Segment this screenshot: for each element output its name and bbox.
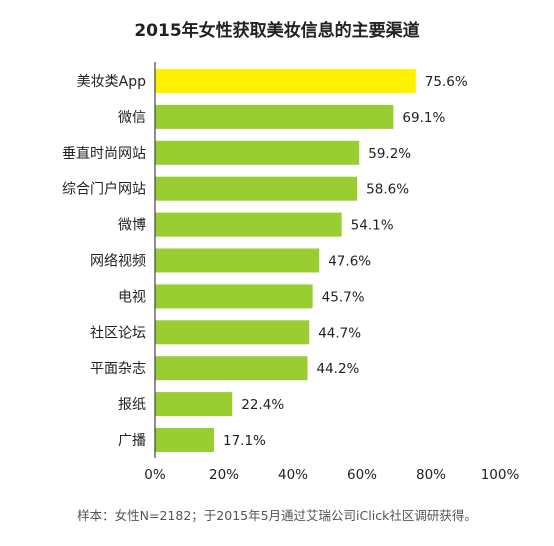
value-label: 75.6% (425, 74, 468, 90)
value-label: 54.1% (351, 218, 394, 234)
bar (155, 248, 320, 273)
category-label: 微博 (118, 217, 146, 234)
value-label: 22.4% (241, 397, 284, 413)
bar (155, 392, 233, 417)
bar (155, 320, 310, 345)
category-label: 广播 (118, 433, 146, 449)
value-label: 17.1% (223, 433, 266, 449)
category-label: 电视 (118, 289, 146, 305)
value-label: 44.2% (316, 361, 359, 377)
bar (155, 284, 313, 309)
value-label: 58.6% (366, 182, 409, 198)
x-tick-label: 0% (144, 467, 166, 483)
bar (155, 428, 214, 452)
bar (155, 69, 416, 93)
value-label: 45.7% (322, 289, 365, 305)
bar (155, 140, 360, 165)
x-tick-label: 80% (416, 467, 446, 483)
x-tick-label: 100% (481, 467, 520, 483)
bar (155, 356, 308, 381)
category-label: 综合门户网站 (62, 181, 146, 198)
category-label: 美妆类App (77, 74, 146, 90)
chart-title: 2015年女性获取美妆信息的主要渠道 (134, 20, 419, 41)
category-label: 垂直时尚网站 (62, 145, 146, 162)
category-label: 平面杂志 (90, 361, 146, 377)
category-label: 报纸 (118, 397, 146, 413)
bars-layer: 美妆类App 75.6% 微信 69.1% 垂直时尚网站 59.2% 综合门户网站 58.6%… (62, 69, 468, 452)
bar (155, 104, 394, 129)
bar (155, 176, 358, 201)
bar (155, 212, 342, 237)
x-tick-label: 60% (347, 467, 377, 483)
category-label: 网络视频 (90, 254, 146, 270)
category-label: 社区论坛 (90, 325, 146, 341)
chart-footnote: 样本：女性N=2182；于2015年5月通过艾瑞公司iClick社区调研获得。 (77, 508, 477, 523)
x-tick-label: 40% (278, 467, 308, 483)
value-label: 59.2% (368, 146, 411, 162)
category-label: 微信 (118, 110, 146, 126)
x-tick-label: 20% (209, 467, 239, 483)
x-axis-ticks: 0% 20% 40% 60% 80% 100% (144, 467, 519, 483)
value-label: 44.7% (318, 325, 361, 341)
value-label: 47.6% (328, 254, 371, 270)
value-label: 69.1% (402, 110, 445, 126)
